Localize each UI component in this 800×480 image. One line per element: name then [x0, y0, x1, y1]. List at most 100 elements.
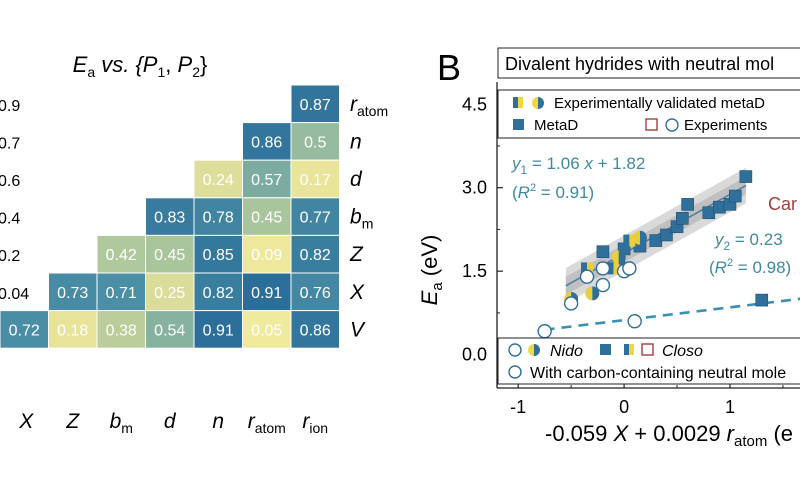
heatmap-cell-value: 0.82	[203, 285, 234, 302]
heatmap-row-label: Z	[349, 243, 364, 266]
heatmap-cell	[290, 84, 340, 124]
colorbar-ticks: 0.9 0.7 0.6 0.4 0.2 0.04	[0, 98, 29, 303]
legend-closo-square-icon	[600, 344, 611, 355]
colorbar-tick-label: 0.04	[0, 286, 29, 303]
heatmap-cell	[242, 272, 292, 312]
validated-point-left	[581, 262, 588, 275]
fit1-equation: y1 = 1.06 x + 1.82	[511, 154, 645, 177]
heatmap-cell-value: 0.45	[251, 210, 282, 227]
fit1-r2: (R2 = 0.91)	[512, 182, 594, 202]
heatmap-cell-value: 0.72	[9, 322, 40, 339]
heatmap-cell-value: 0.85	[203, 247, 234, 264]
heatmap-row-label: n	[350, 130, 362, 153]
heatmap-cell-value: 0.86	[300, 322, 331, 339]
colorbar-tick-label: 0.2	[0, 248, 20, 265]
metad-point	[713, 200, 726, 214]
y-tick-label: 0.0	[462, 345, 487, 365]
metad-point	[739, 170, 753, 183]
heatmap-row-label: V	[350, 318, 366, 341]
heatmap-cell-value: 0.05	[251, 322, 282, 339]
heatmap-cell-value: 0.91	[203, 322, 234, 339]
experiment-point	[622, 261, 637, 276]
panel-label-b: B	[437, 47, 461, 88]
heatmap-cell-value: 0.57	[251, 172, 282, 189]
heatmap-cell	[290, 159, 340, 199]
colorbar-tick-label: 0.4	[0, 211, 20, 228]
heatmap-cell-value: 0.86	[251, 134, 282, 151]
metad-point	[660, 228, 673, 242]
heatmap-cells: 0.87 0.86 0.5 0.24 0.57 0.17 0.83 0.78 0.45 0.77 0…	[0, 84, 340, 349]
legend-exp-circle-icon	[665, 118, 679, 132]
heatmap-cell-value: 0.42	[106, 247, 137, 264]
legend-metad-label: MetaD	[534, 117, 578, 134]
validated-point-left	[607, 262, 614, 275]
heatmap-cell-value: 0.25	[154, 285, 185, 302]
legend-nido-circle-icon	[508, 343, 522, 357]
heatmap-col-label: bm	[110, 410, 133, 436]
heatmap-cell-value: 0.87	[300, 97, 331, 114]
heatmap-cell	[242, 234, 292, 274]
y-tick-label: 1.5	[462, 261, 487, 281]
fit2-r2: (R2 = 0.98)	[709, 257, 791, 277]
fit2-equation: y2 = 0.23	[714, 230, 783, 253]
legend-closo-half-icon	[624, 344, 629, 355]
validated-point-left	[623, 234, 630, 247]
heatmap-cell-value: 0.77	[300, 210, 331, 227]
metad-point	[681, 198, 694, 211]
heatmap-row-labels: ratom nd bm ZXV	[349, 93, 388, 342]
clipped-label-car: Car	[768, 194, 797, 214]
legend-metad-icon	[513, 119, 524, 130]
heatmap-cell-value: 0.78	[203, 210, 234, 227]
validated-point-right	[592, 286, 600, 301]
heatmap-col-label: ratom	[248, 410, 286, 436]
heatmap-cell	[193, 272, 243, 312]
legend-validated-icon	[513, 97, 544, 109]
heatmap-cell	[96, 272, 146, 312]
heatmap-panel: Ea vs. {P1, P2} 0.9 0.7 0.6 0.4 0.2 0.04 0.87…	[0, 52, 388, 436]
heatmap-col-label: rion	[302, 410, 328, 436]
x-tick-label: 1	[725, 397, 735, 417]
validated-point-right	[587, 262, 594, 275]
heatmap-cell-value: 0.76	[300, 285, 331, 302]
heatmap-row-label: bm	[350, 206, 373, 232]
heatmap-cell	[145, 310, 195, 349]
fit2-line	[544, 297, 800, 332]
colorbar-tick-label: 0.7	[0, 135, 20, 152]
metad-point	[596, 245, 610, 258]
title-box	[497, 47, 800, 79]
metad-point	[755, 293, 769, 307]
heatmap-cell	[193, 310, 243, 349]
experiment-point	[595, 277, 611, 293]
heatmap-cell-value: 0.71	[106, 285, 137, 302]
heatmap-cell-value: 0.73	[57, 285, 88, 302]
heatmap-cell-value: 0.18	[57, 322, 88, 339]
experiment-point	[563, 296, 579, 311]
legend-experiments-label: Experiments	[684, 117, 767, 134]
heatmap-cell-value: 0.82	[300, 247, 331, 264]
heatmap-cell-value: 0.83	[154, 210, 185, 227]
heatmap-cell-value: 0.38	[106, 322, 137, 339]
heatmap-row-label: d	[350, 168, 363, 191]
experiment-point	[579, 269, 595, 284]
x-tick-label: 0	[619, 397, 629, 417]
heatmap-cell	[290, 310, 340, 349]
metad-point	[676, 212, 689, 225]
heatmap-cell-value: 0.91	[251, 285, 282, 302]
scatter-title: Divalent hydrides with neutral mol	[505, 54, 774, 74]
axes: 0.0 1.5 3.0 4.5 -1 0 1	[462, 82, 800, 417]
heatmap-title: Ea vs. {P1, P2}	[73, 52, 208, 80]
legend-closo-half-icon-right	[629, 344, 634, 355]
data-points	[537, 170, 769, 339]
y-tick-label: 4.5	[462, 94, 487, 114]
x-tick-label: -1	[510, 397, 526, 417]
heatmap-col-label: d	[164, 410, 177, 433]
colorbar-tick-label: 0.6	[0, 173, 20, 190]
heatmap-cell	[290, 197, 340, 236]
metad-point	[649, 234, 663, 247]
validated-point-left	[585, 286, 593, 301]
heatmap-cell	[193, 197, 243, 236]
x-axis-title: -0.059 X + 0.0029 ratom (e	[545, 421, 793, 450]
heatmap-col-label: X	[18, 410, 34, 433]
colorbar-tick-label: 0.9	[0, 98, 20, 115]
